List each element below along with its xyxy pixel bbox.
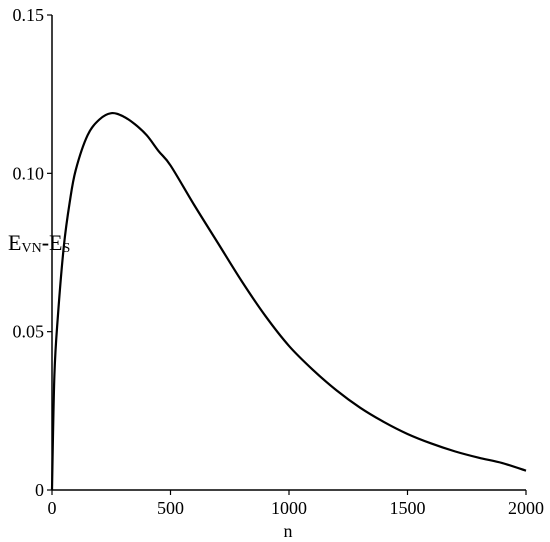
x-tick-label: 0 [48,498,57,518]
y-label-sub-2: S [62,241,70,256]
y-tick-label: 0.15 [13,5,45,25]
y-tick-label: 0 [35,480,44,500]
series-line-0 [50,111,527,491]
x-tick-label: 2000 [508,498,544,518]
x-tick-label: 1500 [390,498,426,518]
y-tick-label: 0.10 [13,163,45,183]
y-label-sub-1: VN [21,241,41,256]
axes [51,15,526,491]
y-axis-label: EVN-ES [8,230,70,256]
x-axis-label: n [284,521,293,541]
ticks: 0 500 1000 1500 2000 0 0.05 0.10 0.15 [13,5,545,518]
x-tick-label: 1000 [271,498,307,518]
plot-area [50,111,527,491]
x-tick-label: 500 [157,498,184,518]
y-tick-label: 0.05 [13,322,45,342]
y-label-dash: - [42,230,49,255]
y-label-main-1: E [8,230,21,255]
y-label-main-2: E [49,230,62,255]
